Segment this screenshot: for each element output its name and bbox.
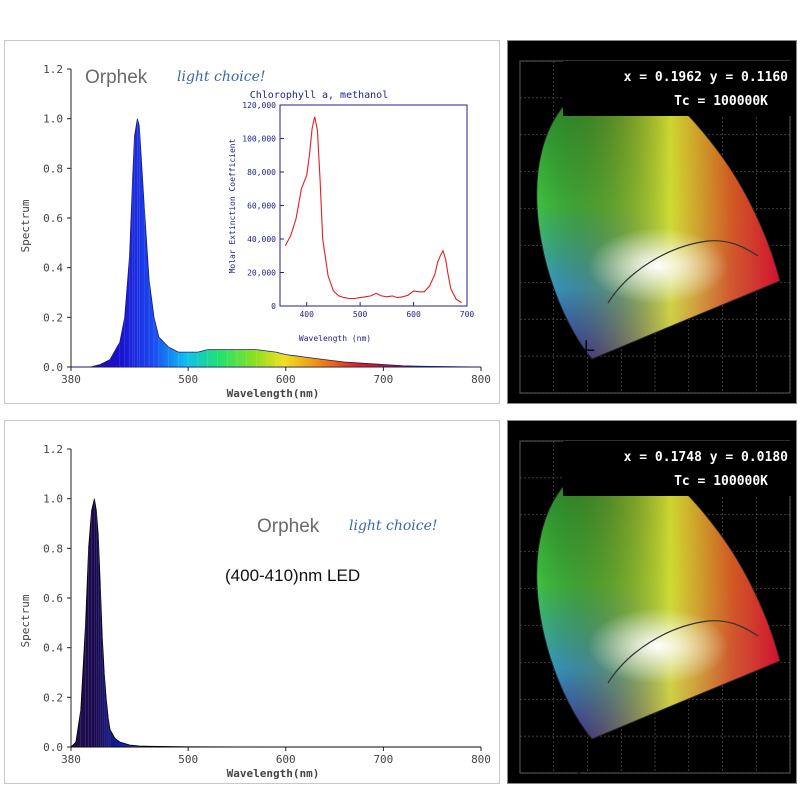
top-x-tick-label: 500 (178, 373, 198, 386)
inset-y-tick-label: 100,000 (242, 135, 276, 144)
bottom-y-tick-label: 0.0 (43, 741, 63, 754)
inset-absorbance-line (284, 116, 462, 304)
inset-y-tick-label: 120,000 (242, 101, 276, 110)
top-x-tick-label: 800 (471, 373, 491, 386)
inset-x-tick-label: 700 (460, 310, 475, 319)
inset-y-axis-label: Molar Extinction Coefficient (228, 138, 237, 273)
inset-x-tick-label: 400 (299, 310, 314, 319)
bottom-spectrum-panel: 0.0 0.2 0.4 0.6 0.8 1.0 1.2 380 500 600 700 800 Spe… (4, 420, 500, 784)
inset-plot-frame (279, 104, 468, 307)
top-cie-tc: Tc = 100000K (674, 94, 768, 109)
bottom-spectrum-area (70, 498, 481, 748)
bottom-x-tick-label: 700 (373, 753, 393, 766)
bottom-cie-coords: x = 0.1748 y = 0.0180 (624, 450, 789, 465)
inset-y-tick-label: 60,000 (247, 202, 276, 211)
cie-planckian-locus (607, 620, 759, 684)
top-spectrum-chart: 0.0 0.2 0.4 0.6 0.8 1.0 1.2 380 500 600 700 800 Spe… (19, 63, 491, 400)
top-cie-coords: x = 0.1962 y = 0.1160 (624, 70, 789, 85)
inset-x-axis-label: Wavelength (nm) (299, 334, 371, 343)
inset-y-tick-label: 20,000 (247, 269, 276, 278)
top-x-tick-label: 380 (61, 373, 81, 386)
bottom-y-tick-label: 0.6 (43, 592, 63, 605)
bottom-cie-tc: Tc = 100000K (674, 474, 768, 489)
top-x-axis-label: Wavelength(nm) (227, 387, 320, 400)
bottom-spectrum-chart: 0.0 0.2 0.4 0.6 0.8 1.0 1.2 380 500 600 700 800 Spe… (19, 443, 491, 780)
top-y-tick-label: 0.6 (43, 212, 63, 225)
bottom-cie-diagram: x = 0.1748 y = 0.0180 Tc = 100000K (519, 440, 793, 777)
cie-planckian-locus (607, 240, 759, 304)
cie-marker (570, 756, 587, 777)
bottom-x-tick-label: 380 (61, 753, 81, 766)
top-y-tick-label: 0.4 (43, 262, 63, 275)
cie-graph (519, 60, 793, 394)
bottom-led-label: (400-410)nm LED (225, 566, 360, 585)
bottom-x-axis-label: Wavelength(nm) (227, 767, 320, 780)
top-cie-diagram: x = 0.1962 y = 0.1160 Tc = 100000K (519, 60, 793, 394)
top-y-tick-label: 0.0 (43, 361, 63, 374)
cie-marker (578, 340, 595, 361)
cie-gamut-overlay (536, 459, 780, 739)
inset-y-tick-label: 80,000 (247, 168, 276, 177)
bottom-x-tick-label: 600 (276, 753, 296, 766)
bottom-y-tick-label: 0.2 (43, 691, 63, 704)
top-y-tick-label: 1.0 (43, 113, 63, 126)
cie-readout-box (563, 441, 793, 496)
inset-chart: 0 20,000 40,000 60,000 80,000 100,000 120,000 4… (242, 101, 474, 319)
top-spectrum-area (71, 118, 482, 368)
inset-y-tick-label: 0 (271, 302, 276, 311)
inset-x-tick-label: 600 (406, 310, 421, 319)
inset-y-tick-label: 40,000 (247, 235, 276, 244)
bottom-logo-tag: light choice! (349, 518, 438, 534)
top-y-tick-label: 1.2 (43, 63, 63, 76)
bottom-y-tick-label: 1.0 (43, 493, 63, 506)
bottom-cie-panel: x = 0.1748 y = 0.0180 Tc = 100000K (507, 420, 797, 784)
top-spectrum-panel: 0.0 0.2 0.4 0.6 0.8 1.0 1.2 380 500 600 700 800 Spe… (4, 40, 500, 404)
bottom-logo-word: Orphek (257, 516, 320, 537)
bottom-y-axis-label: Spectrum (19, 594, 32, 647)
top-logo-tag: light choice! (177, 69, 266, 85)
cie-gamut-overlay (536, 79, 780, 359)
cie-readout-box (563, 61, 793, 116)
bottom-y-tick-label: 0.8 (43, 542, 63, 555)
top-x-tick-label: 600 (276, 373, 296, 386)
top-y-tick-label: 0.2 (43, 311, 63, 324)
top-x-tick-label: 700 (373, 373, 393, 386)
inset-title: Chlorophyll a, methanol (250, 90, 388, 101)
top-y-tick-label: 0.8 (43, 162, 63, 175)
bottom-x-tick-label: 800 (471, 753, 491, 766)
bottom-x-tick-label: 500 (178, 753, 198, 766)
inset-x-tick-label: 500 (353, 310, 368, 319)
top-y-axis-label: Spectrum (19, 199, 32, 252)
bottom-y-tick-label: 1.2 (43, 443, 63, 456)
bottom-y-tick-label: 0.4 (43, 642, 63, 655)
cie-white-region (588, 228, 728, 304)
top-logo-word: Orphek (85, 67, 148, 88)
cie-graph (519, 440, 793, 777)
cie-white-region (588, 608, 728, 684)
top-cie-panel: x = 0.1962 y = 0.1160 Tc = 100000K (507, 40, 797, 404)
